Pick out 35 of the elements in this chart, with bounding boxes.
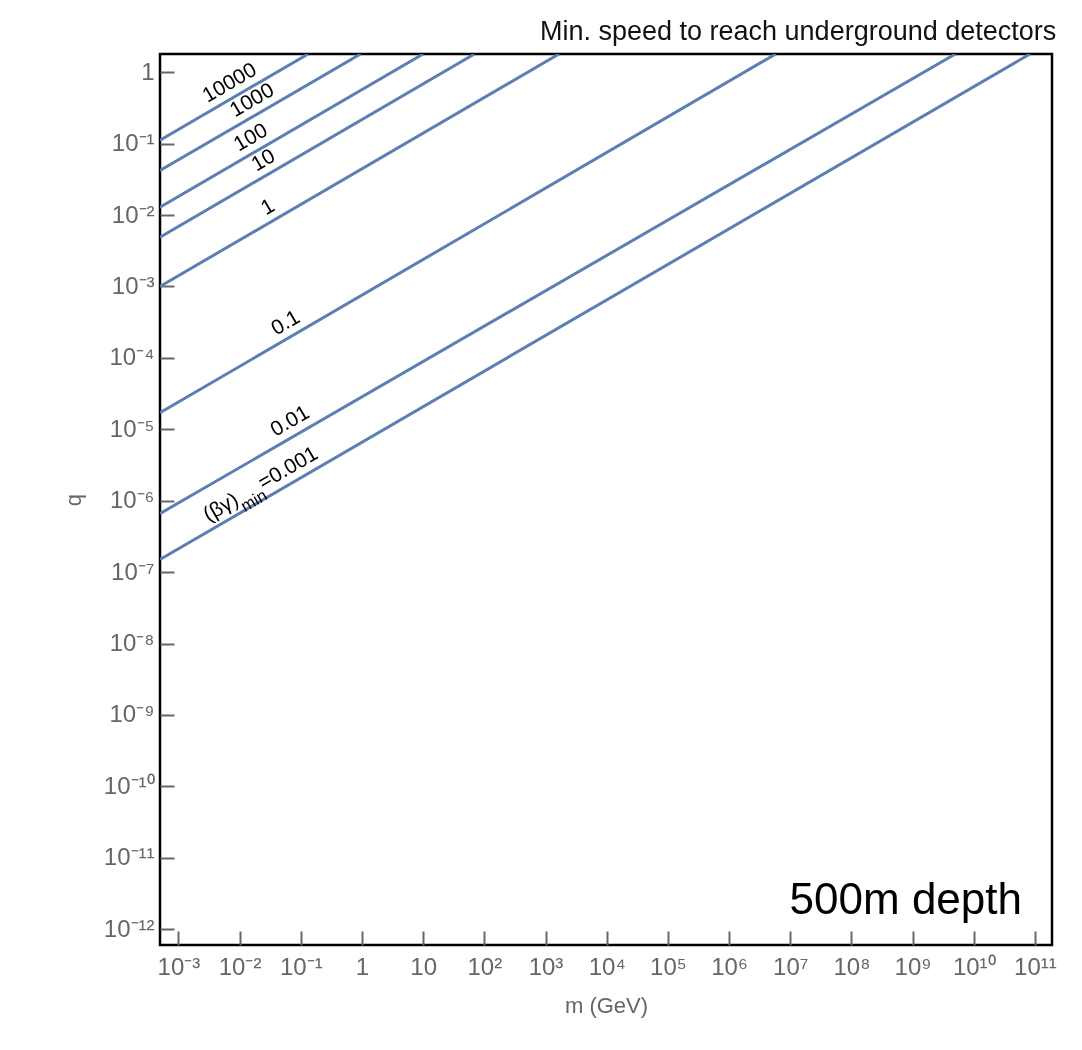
- y-tick-label: 10⁻¹⁰: [103, 771, 155, 799]
- y-axis-title: q: [60, 493, 86, 507]
- chart-title: Min. speed to reach underground detectors: [539, 16, 1057, 46]
- y-tick-label: 1: [141, 57, 155, 85]
- x-tick-label: 10⁻¹: [279, 952, 323, 980]
- x-tick-label: 10: [410, 952, 437, 980]
- x-tick-label: 10⁵: [650, 952, 687, 980]
- y-tick-label: 10⁻¹¹: [103, 843, 155, 871]
- annotation: 0.1: [266, 304, 304, 340]
- y-tick-label: 10⁻²: [111, 200, 155, 228]
- annotation: 1: [256, 193, 279, 219]
- annotation: 0.01: [265, 399, 313, 441]
- x-tick-label: 10¹¹: [1014, 952, 1057, 980]
- x-tick-label: 10²: [467, 952, 503, 980]
- x-tick-label: 10⁶: [711, 952, 748, 980]
- y-tick-label: 10⁻⁷: [111, 557, 155, 585]
- y-tick-label: 10⁻⁶: [109, 486, 155, 514]
- x-tick-label: 10⁸: [833, 952, 871, 980]
- y-tick-label: 10⁻⁵: [109, 414, 155, 442]
- y-tick-label: 10⁻¹: [111, 129, 155, 157]
- x-tick-label: 10⁻²: [218, 952, 262, 980]
- y-tick-label: 10⁻¹²: [103, 914, 155, 942]
- x-tick-label: 10³: [528, 952, 564, 980]
- y-tick-label: 10⁻³: [111, 271, 155, 299]
- y-tick-label: 10⁻⁴: [109, 343, 155, 371]
- x-tick-label: 10¹⁰: [952, 952, 996, 980]
- x-tick-label: 10⁴: [588, 952, 626, 980]
- x-tick-label: 10⁹: [894, 952, 932, 980]
- x-tick-label: 10⁻³: [157, 952, 201, 980]
- annotation: 500m depth: [789, 874, 1022, 923]
- x-tick-label: 10⁷: [773, 952, 809, 980]
- x-tick-label: 1: [355, 952, 370, 980]
- x-axis-title: m (GeV): [564, 992, 649, 1018]
- y-tick-label: 10⁻⁸: [109, 629, 155, 657]
- y-tick-label: 10⁻⁹: [109, 700, 155, 728]
